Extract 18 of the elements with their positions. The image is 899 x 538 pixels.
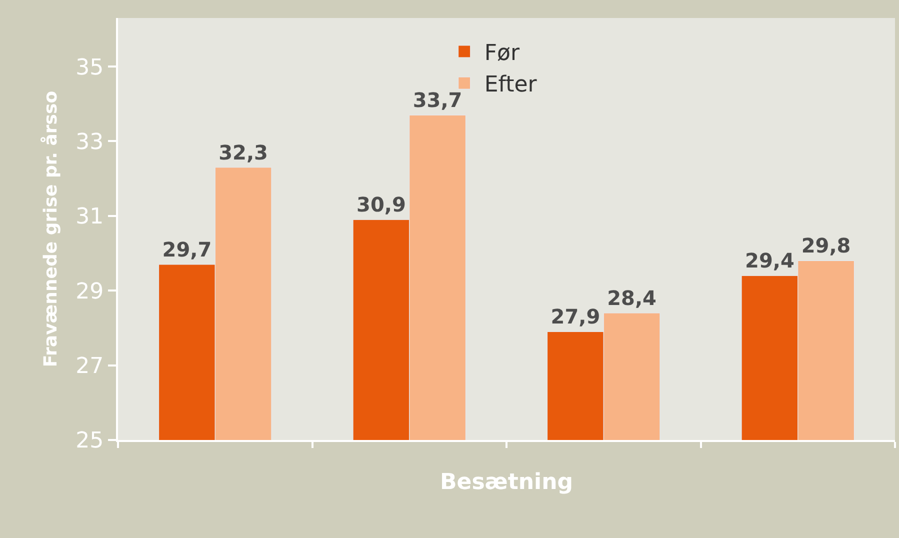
legend-label: Efter xyxy=(484,72,538,98)
data-label: 29,4 xyxy=(745,248,794,273)
x-axis-title: Besætning xyxy=(440,470,573,495)
y-tick-label: 31 xyxy=(76,204,104,230)
legend-label: Før xyxy=(484,41,520,66)
data-label: 28,4 xyxy=(607,286,656,310)
y-tick-label: 35 xyxy=(76,55,104,80)
data-label: 30,9 xyxy=(356,192,406,217)
y-tick-label: 27 xyxy=(76,354,104,380)
y-tick-label: 25 xyxy=(76,428,104,454)
y-tick-label: 29 xyxy=(76,279,104,304)
data-label: 33,7 xyxy=(412,88,462,112)
data-label: 29,8 xyxy=(801,234,851,258)
y-axis-title: Fravænnede grise pr. årsso xyxy=(40,90,62,368)
y-tick-label: 33 xyxy=(76,130,104,155)
data-label: 29,7 xyxy=(162,237,212,262)
data-label: 27,9 xyxy=(550,304,600,329)
data-label: 32,3 xyxy=(218,140,268,164)
